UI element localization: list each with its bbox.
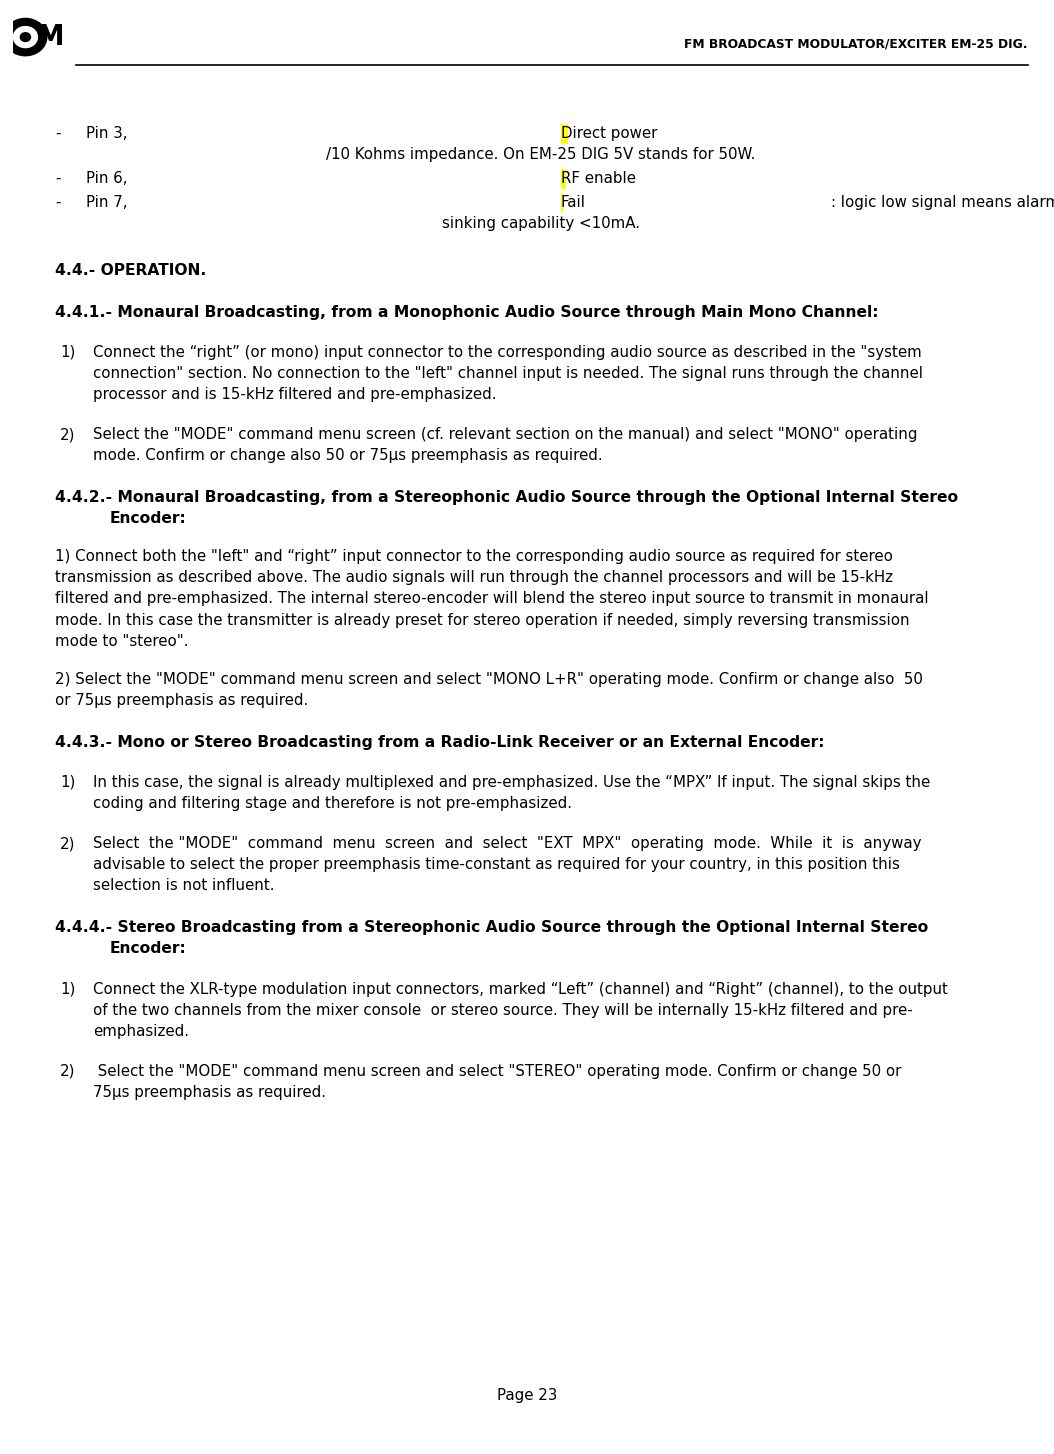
- Text: Connect the “right” (or mono) input connector to the corresponding audio source : Connect the “right” (or mono) input conn…: [93, 345, 921, 359]
- Text: mode. Confirm or change also 50 or 75μs preemphasis as required.: mode. Confirm or change also 50 or 75μs …: [93, 448, 603, 464]
- Text: 1): 1): [60, 775, 76, 790]
- Text: 4.4.4.- Stereo Broadcasting from a Stereophonic Audio Source through the Optiona: 4.4.4.- Stereo Broadcasting from a Stere…: [55, 920, 929, 935]
- Circle shape: [3, 17, 47, 57]
- Circle shape: [13, 26, 38, 48]
- Text: 2): 2): [60, 836, 76, 851]
- Text: 1): 1): [60, 345, 76, 359]
- Text: Fail: Fail: [561, 195, 586, 211]
- Text: RF enable: RF enable: [561, 172, 636, 186]
- Text: mode to "stereo".: mode to "stereo".: [55, 634, 189, 648]
- Text: 4.4.2.- Monaural Broadcasting, from a Stereophonic Audio Source through the Opti: 4.4.2.- Monaural Broadcasting, from a St…: [55, 490, 958, 506]
- Text: processor and is 15-kHz filtered and pre-emphasized.: processor and is 15-kHz filtered and pre…: [93, 387, 496, 401]
- Text: In this case, the signal is already multiplexed and pre-emphasized. Use the “MPX: In this case, the signal is already mult…: [93, 775, 930, 790]
- Text: advisable to select the proper preemphasis time-constant as required for your co: advisable to select the proper preemphas…: [93, 856, 900, 872]
- Text: Direct power: Direct power: [561, 125, 657, 141]
- Text: -: -: [55, 125, 60, 141]
- Text: 1): 1): [60, 981, 76, 996]
- Text: /10 Kohms impedance. On EM-25 DIG 5V stands for 50W.: /10 Kohms impedance. On EM-25 DIG 5V sta…: [326, 147, 756, 161]
- Text: sinking capability <10mA.: sinking capability <10mA.: [442, 217, 640, 231]
- Text: coding and filtering stage and therefore is not pre-emphasized.: coding and filtering stage and therefore…: [93, 795, 571, 811]
- Text: 2): 2): [60, 427, 76, 442]
- Text: transmission as described above. The audio signals will run through the channel : transmission as described above. The aud…: [55, 570, 893, 586]
- Text: 2): 2): [60, 1064, 76, 1079]
- Text: Encoder:: Encoder:: [110, 512, 187, 526]
- Text: Connect the XLR-type modulation input connectors, marked “Left” (channel) and “R: Connect the XLR-type modulation input co…: [93, 981, 948, 996]
- Text: filtered and pre-emphasized. The internal stereo-encoder will blend the stereo i: filtered and pre-emphasized. The interna…: [55, 592, 929, 606]
- Text: FM BROADCAST MODULATOR/EXCITER EM-25 DIG.: FM BROADCAST MODULATOR/EXCITER EM-25 DIG…: [684, 38, 1028, 49]
- Text: 75μs preemphasis as required.: 75μs preemphasis as required.: [93, 1085, 326, 1099]
- Text: 4.4.3.- Mono or Stereo Broadcasting from a Radio-Link Receiver or an External En: 4.4.3.- Mono or Stereo Broadcasting from…: [55, 734, 824, 750]
- Text: Select the "MODE" command menu screen (cf. relevant section on the manual) and s: Select the "MODE" command menu screen (c…: [93, 427, 917, 442]
- Text: Pin 6,: Pin 6,: [86, 172, 133, 186]
- Text: selection is not influent.: selection is not influent.: [93, 878, 274, 893]
- Text: Select  the "MODE"  command  menu  screen  and  select  "EXT  MPX"  operating  m: Select the "MODE" command menu screen an…: [93, 836, 921, 851]
- Text: connection" section. No connection to the "left" channel input is needed. The si: connection" section. No connection to th…: [93, 366, 922, 381]
- Text: Pin 7,: Pin 7,: [86, 195, 133, 211]
- Text: of the two channels from the mixer console  or stereo source. They will be inter: of the two channels from the mixer conso…: [93, 1003, 913, 1018]
- Text: -: -: [55, 195, 60, 211]
- Text: 4.4.- OPERATION.: 4.4.- OPERATION.: [55, 263, 207, 278]
- Circle shape: [20, 32, 32, 42]
- Text: : logic low signal means alarm. Correct functioning is signalled by +12V/10 Kohm: : logic low signal means alarm. Correct …: [832, 195, 1054, 211]
- Text: emphasized.: emphasized.: [93, 1024, 189, 1038]
- Text: or 75μs preemphasis as required.: or 75μs preemphasis as required.: [55, 692, 308, 708]
- Text: 1) Connect both the "left" and “right” input connector to the corresponding audi: 1) Connect both the "left" and “right” i…: [55, 550, 893, 564]
- Text: Page 23: Page 23: [496, 1389, 558, 1403]
- Text: mode. In this case the transmitter is already preset for stereo operation if nee: mode. In this case the transmitter is al…: [55, 612, 910, 628]
- Text: M: M: [37, 23, 64, 51]
- Text: 2) Select the "MODE" command menu screen and select "MONO L+R" operating mode. C: 2) Select the "MODE" command menu screen…: [55, 672, 922, 686]
- Text: 4.4.1.- Monaural Broadcasting, from a Monophonic Audio Source through Main Mono : 4.4.1.- Monaural Broadcasting, from a Mo…: [55, 305, 878, 320]
- Text: Encoder:: Encoder:: [110, 941, 187, 957]
- Text: Select the "MODE" command menu screen and select "STEREO" operating mode. Confir: Select the "MODE" command menu screen an…: [93, 1064, 901, 1079]
- Text: Pin 3,: Pin 3,: [86, 125, 133, 141]
- Text: -: -: [55, 172, 60, 186]
